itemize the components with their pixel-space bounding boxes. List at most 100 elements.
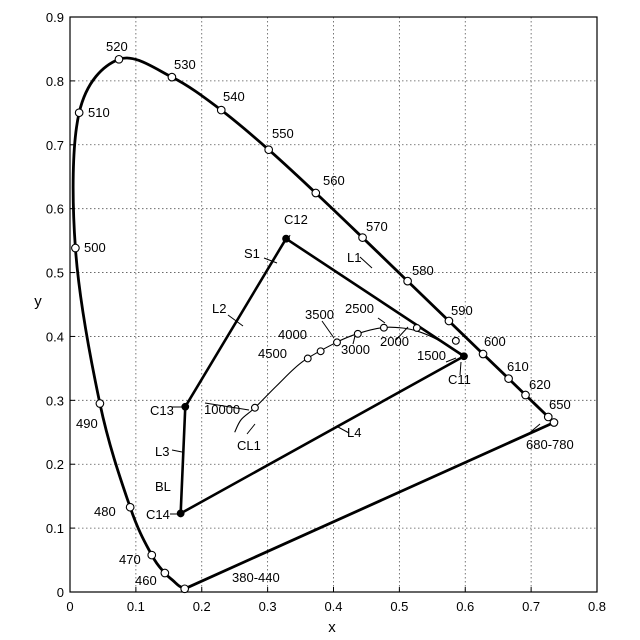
leader-line (378, 318, 385, 323)
locus-point-540 (217, 106, 225, 114)
triangle-segments (181, 239, 464, 514)
locus-point-530 (168, 73, 176, 81)
wl-label-460: 460 (135, 573, 157, 588)
wl-label-680-780: 680-780 (526, 437, 574, 452)
label-cl1: CL1 (237, 438, 261, 453)
label-l1: L1 (347, 250, 361, 265)
wl-label-510: 510 (88, 105, 110, 120)
label-bl: BL (155, 479, 171, 494)
leader-line (247, 424, 255, 434)
wl-label-620: 620 (529, 377, 551, 392)
y-axis-title: y (34, 293, 42, 310)
cct-label-2000: 2000 (380, 334, 409, 349)
wl-label-600: 600 (484, 334, 506, 349)
y-tick-label: 0.5 (46, 266, 64, 281)
wl-label-500: 500 (84, 240, 106, 255)
wl-label-480: 480 (94, 504, 116, 519)
leader-line (322, 321, 334, 338)
x-axis-title: x (328, 619, 336, 636)
wl-label-470: 470 (119, 552, 141, 567)
cct-point-4000 (317, 348, 324, 355)
locus-point-550 (265, 146, 273, 154)
wl-label-580: 580 (412, 263, 434, 278)
locus-point-590 (445, 317, 453, 325)
wl-label-650: 650 (549, 397, 571, 412)
leader-line (172, 450, 182, 452)
named-point-c14 (177, 510, 184, 517)
x-tick-label: 0.4 (324, 599, 342, 614)
wl-label-590: 590 (451, 303, 473, 318)
locus-point-580 (404, 277, 412, 285)
segment-c11-c12 (286, 239, 464, 357)
locus-point-560 (312, 189, 320, 197)
cct-label-10000: 10000 (204, 402, 240, 417)
locus-point-500 (72, 244, 80, 252)
x-tick-label: 0.2 (193, 599, 211, 614)
point-label-c12: C12 (284, 212, 308, 227)
x-tick-label: 0.7 (522, 599, 540, 614)
x-tick-label: 0.6 (456, 599, 474, 614)
locus-point-490 (96, 400, 104, 408)
wl-label-490: 490 (76, 416, 98, 431)
wl-label-530: 530 (174, 57, 196, 72)
y-tick-label: 0.7 (46, 138, 64, 153)
locus-point-570 (359, 234, 367, 242)
y-tick-label: 0 (57, 585, 64, 600)
wl-label-550: 550 (272, 126, 294, 141)
locus-point-520 (115, 55, 123, 63)
cct-label-3500: 3500 (305, 307, 334, 322)
cct-point-2000 (413, 325, 420, 332)
cct-label-1500: 1500 (417, 348, 446, 363)
named-point-c12 (283, 235, 290, 242)
named-point-c13 (182, 403, 189, 410)
cct-label-2500: 2500 (345, 301, 374, 316)
cct-point-2500 (380, 324, 387, 331)
point-label-c13: C13 (150, 403, 174, 418)
wl-label-610: 610 (507, 359, 529, 374)
locus-point-380-440 (181, 585, 189, 593)
cct-label-3000: 3000 (341, 342, 370, 357)
locus-point-600 (479, 350, 487, 358)
corner-labels: C11 C12 C13 C14 (146, 212, 471, 522)
cct-point-10000 (252, 404, 259, 411)
locus-point-610 (505, 375, 513, 383)
named-point-c11 (461, 353, 468, 360)
locus-point-510 (75, 109, 83, 117)
y-tick-label: 0.6 (46, 202, 64, 217)
cct-point-1500 (452, 337, 459, 344)
cct-label-4500: 4500 (258, 346, 287, 361)
y-axis-ticks: 00.10.20.30.40.50.60.70.80.9 (46, 10, 75, 600)
x-tick-label: 0.5 (390, 599, 408, 614)
cct-label-4000: 4000 (278, 327, 307, 342)
locus-point-460 (161, 569, 169, 577)
x-axis-ticks: 0 0.1 0.2 0.3 0.4 0.5 0.6 0.7 0.8 (66, 587, 606, 614)
segment-c13-c14 (181, 407, 186, 514)
wl-label-570: 570 (366, 219, 388, 234)
x-tick-label: 0.8 (588, 599, 606, 614)
point-label-c11: C11 (448, 372, 471, 387)
label-s1: S1 (244, 246, 260, 261)
y-tick-label: 0.3 (46, 393, 64, 408)
y-tick-label: 0.4 (46, 329, 64, 344)
point-label-c14: C14 (146, 507, 170, 522)
x-tick-label: 0.3 (259, 599, 277, 614)
spectral-locus-points (72, 55, 558, 592)
y-tick-label: 0.8 (46, 74, 64, 89)
y-tick-label: 0.9 (46, 10, 64, 25)
wl-label-540: 540 (223, 89, 245, 104)
locus-point-480 (126, 503, 134, 511)
segment-c12-c13 (185, 239, 286, 407)
cct-point-3500 (334, 339, 341, 346)
label-l4: L4 (347, 425, 361, 440)
wl-label-560: 560 (323, 173, 345, 188)
locus-point-470 (148, 551, 156, 559)
leader-line (360, 257, 372, 268)
locus-point-680-780 (550, 419, 558, 427)
cct-point-4500 (304, 355, 311, 362)
temperature-labels: 10000 4500 4000 3500 3000 2500 2000 1500 (204, 301, 446, 417)
annotation-leaders (170, 235, 540, 514)
x-tick-label: 0.1 (127, 599, 145, 614)
wl-label-520: 520 (106, 39, 128, 54)
x-tick-label: 0 (66, 599, 73, 614)
